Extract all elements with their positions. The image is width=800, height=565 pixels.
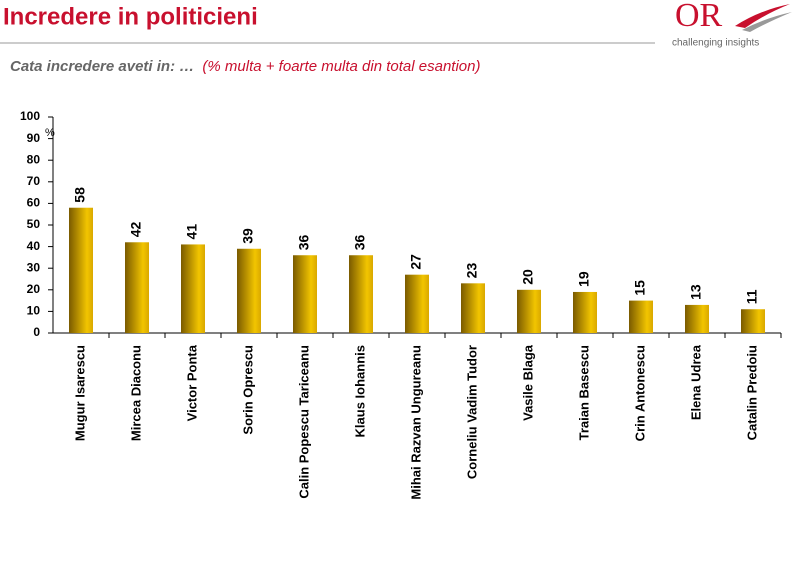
value-label: 20: [520, 269, 536, 285]
subtitle-note: (% multa + foarte multa din total esanti…: [202, 58, 480, 75]
bar: [181, 244, 205, 333]
y-tick-label: 80: [27, 152, 41, 166]
bar: [405, 274, 429, 333]
bar: [69, 207, 93, 333]
logo-tagline: challenging insights: [672, 38, 759, 49]
subtitle-main: Cata incredere aveti in: …: [10, 58, 194, 75]
y-tick-label: 20: [27, 282, 41, 296]
bar: [517, 289, 541, 333]
x-tick-label: Mircea Diaconu: [128, 345, 143, 441]
x-tick-label: Mihai Razvan Ungureanu: [408, 345, 423, 500]
chart: % 0 10 20 30 40 50 60 70 80 90 100 58 Mugur Isarescu 4…: [20, 109, 782, 500]
y-tick-label: 0: [33, 325, 40, 339]
bar: [629, 300, 653, 333]
value-label: 36: [352, 234, 368, 250]
x-tick-label: Klaus Iohannis: [352, 345, 367, 437]
value-label: 13: [688, 284, 704, 300]
bar: [461, 283, 485, 333]
bar: [349, 255, 373, 333]
y-tick-label: 100: [20, 109, 40, 123]
x-tick-label: Elena Udrea: [688, 344, 703, 420]
value-label: 36: [296, 234, 312, 250]
logo-swoosh: [742, 12, 792, 32]
value-label: 58: [72, 187, 88, 203]
x-tick-label: Vasile Blaga: [520, 344, 535, 421]
y-tick-label: 30: [27, 260, 41, 274]
x-tick-label: Traian Basescu: [576, 345, 591, 440]
x-tick-label: Mugur Isarescu: [72, 345, 87, 441]
y-tick-label: 60: [27, 196, 41, 210]
bar: [741, 309, 765, 333]
value-label: 42: [128, 221, 144, 237]
bar: [125, 242, 149, 333]
y-tick-label: 50: [27, 217, 41, 231]
value-label: 39: [240, 228, 256, 244]
y-tick-label: 10: [27, 304, 41, 318]
x-tick-label: Calin Popescu Tariceanu: [296, 345, 311, 499]
bar: [685, 304, 709, 333]
x-tick-label: Sorin Oprescu: [240, 345, 255, 435]
y-unit: %: [45, 127, 55, 139]
value-label: 27: [408, 254, 424, 270]
subtitle: Cata incredere aveti in: … (% multa + fo…: [10, 58, 480, 75]
logo: OR: [675, 0, 723, 34]
value-label: 11: [744, 289, 760, 304]
y-tick-label: 40: [27, 239, 41, 253]
x-tick-label: Crin Antonescu: [632, 345, 647, 441]
value-label: 19: [576, 271, 592, 287]
value-label: 41: [184, 224, 200, 240]
bar: [293, 255, 317, 333]
x-tick-label: Victor Ponta: [184, 344, 199, 421]
logo-swoosh: [735, 4, 790, 28]
title: Incredere in politicieni: [3, 3, 258, 30]
y-tick-label: 90: [27, 131, 41, 145]
y-tick-label: 70: [27, 174, 41, 188]
value-label: 15: [632, 280, 648, 296]
bar: [573, 291, 597, 333]
bar: [237, 248, 261, 333]
x-tick-label: Corneliu Vadim Tudor: [464, 345, 479, 479]
value-label: 23: [464, 263, 480, 279]
x-tick-label: Catalin Predoiu: [744, 345, 759, 440]
